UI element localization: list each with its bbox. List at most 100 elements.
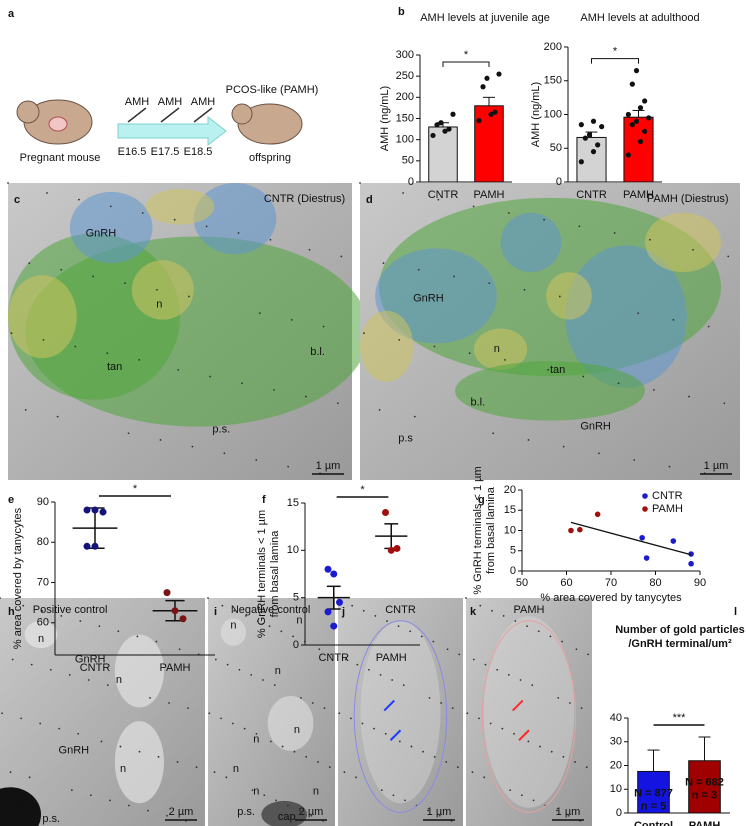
particle <box>323 707 326 710</box>
particle <box>484 663 487 666</box>
particle <box>28 776 31 779</box>
offspring-label: offspring <box>249 152 291 164</box>
mother-label: Pregnant mouse <box>20 152 101 164</box>
particle <box>20 717 23 720</box>
particle <box>156 288 158 291</box>
structure-label: n <box>296 615 302 627</box>
particle <box>355 776 357 779</box>
particle <box>330 653 332 656</box>
particle <box>195 766 198 768</box>
x-tick-label: 70 <box>605 577 617 589</box>
legend-marker <box>642 493 648 499</box>
region <box>114 721 164 804</box>
injection-label: AMH <box>191 96 216 108</box>
particle <box>580 707 583 710</box>
particle <box>58 727 61 730</box>
particle <box>420 635 423 638</box>
particle <box>526 625 528 628</box>
data-point <box>625 111 631 118</box>
particle <box>7 182 9 184</box>
particle <box>287 465 290 468</box>
particle <box>587 653 590 656</box>
particle <box>361 722 364 725</box>
day-label: E16.5 <box>118 146 147 158</box>
particle <box>531 684 534 687</box>
region <box>546 272 592 320</box>
terminal-outline <box>481 620 577 813</box>
data-point <box>450 111 456 117</box>
particle <box>138 358 141 361</box>
region <box>455 361 645 421</box>
particle <box>233 609 236 612</box>
particle <box>1 712 4 715</box>
particle <box>209 375 212 378</box>
data-point <box>595 142 601 148</box>
structure-label: n <box>275 665 281 677</box>
structure-label: GnRH <box>59 745 90 757</box>
mouse-head <box>231 103 253 125</box>
panel-label: h <box>8 606 15 618</box>
particle <box>173 218 176 221</box>
particle <box>398 740 401 743</box>
x-tick-label: 50 <box>516 577 528 589</box>
data-point <box>688 551 694 557</box>
legend-label: PAMH <box>652 503 683 515</box>
y-tick-label: 200 <box>396 91 414 103</box>
data-point <box>586 132 593 138</box>
particle <box>208 712 211 715</box>
scale-label: 2 µm <box>299 806 324 818</box>
particle <box>269 238 272 241</box>
region <box>220 618 247 646</box>
particle <box>502 615 505 617</box>
particle <box>574 761 577 763</box>
particle <box>89 794 92 797</box>
y-tick-label: 0 <box>556 176 562 188</box>
scale-label: 1 µm <box>316 460 341 472</box>
bar <box>428 126 458 183</box>
particle <box>243 727 246 730</box>
particle <box>60 268 63 271</box>
bar-label: n = 5 <box>641 800 666 812</box>
particle <box>221 604 224 607</box>
x-tick-label: CNTR <box>80 662 111 674</box>
particle <box>488 282 491 285</box>
particle <box>24 409 27 411</box>
embryo <box>48 116 68 132</box>
region <box>483 616 575 808</box>
particle <box>672 318 675 321</box>
data-point <box>646 115 652 121</box>
particle <box>413 415 416 418</box>
particle <box>373 727 375 730</box>
particle <box>286 804 289 807</box>
particle <box>30 663 33 666</box>
structure-label: n <box>120 763 126 775</box>
injection-label: AMH <box>125 96 150 108</box>
particle <box>356 663 359 666</box>
significance-bracket <box>442 61 490 68</box>
data-point <box>179 615 187 623</box>
significance: *** <box>673 712 687 724</box>
arrow <box>518 729 530 741</box>
legend-marker <box>642 506 648 512</box>
y-tick-label: 250 <box>396 70 414 82</box>
y-tick-label: 150 <box>396 112 414 124</box>
structure-label: GnRH <box>86 227 117 239</box>
significance-bracket <box>591 58 639 64</box>
data-point <box>330 570 338 578</box>
structure-label: n <box>294 724 300 736</box>
particle <box>155 640 158 643</box>
particle <box>255 459 258 461</box>
particle <box>446 648 449 651</box>
y-tick-label: 0 <box>510 565 516 577</box>
panel-label: c <box>14 194 20 206</box>
particle <box>585 766 588 768</box>
bar-label: N = 877 <box>634 787 673 799</box>
particle <box>273 684 276 687</box>
particle <box>262 679 264 681</box>
structure-label: n <box>253 733 259 745</box>
particle <box>166 814 168 817</box>
data-point <box>324 608 332 616</box>
bar-label: n = 3 <box>692 790 717 802</box>
particle <box>351 604 354 607</box>
y-tick-label: 15 <box>504 504 516 516</box>
